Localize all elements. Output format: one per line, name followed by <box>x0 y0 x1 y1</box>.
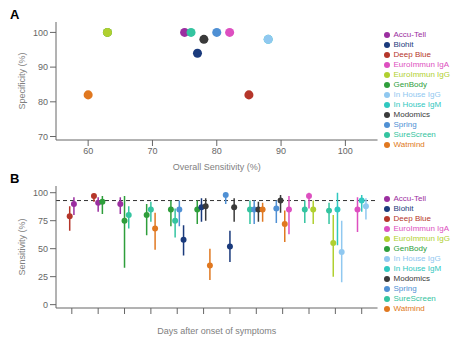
svg-text:0: 0 <box>43 300 48 310</box>
svg-text:70: 70 <box>38 132 48 142</box>
html-text:In House IgG: In House IgG <box>393 90 441 99</box>
html-text:Biohit: Biohit <box>393 40 414 49</box>
html-text:A: A <box>10 7 20 22</box>
html-text:SureScreen: SureScreen <box>393 130 436 139</box>
html-text:EuroImmun IgA: EuroImmun IgA <box>393 60 450 69</box>
html-text:B: B <box>10 171 20 186</box>
html-text:Spring: Spring <box>393 120 417 129</box>
html-text:EuroImmun IgG: EuroImmun IgG <box>393 234 450 243</box>
html-text:GenBody: GenBody <box>393 244 427 253</box>
svg-text:90: 90 <box>276 146 286 156</box>
html-text:Biohit: Biohit <box>393 204 414 213</box>
html-text:Accu-Tell: Accu-Tell <box>393 30 426 39</box>
svg-text:Overall Sensitivity (%): Overall Sensitivity (%) <box>173 162 261 172</box>
svg-text:75: 75 <box>38 216 48 226</box>
html-text:Modomics: Modomics <box>393 110 430 119</box>
html-text:In House IgG: In House IgG <box>393 254 441 263</box>
svg-text:Days after onset of symptoms: Days after onset of symptoms <box>157 326 277 336</box>
svg-text:100: 100 <box>33 188 48 198</box>
svg-text:70: 70 <box>147 146 157 156</box>
svg-text:50: 50 <box>38 244 48 254</box>
svg-text:Specificity (%): Specificity (%) <box>17 52 27 109</box>
html-text:GenBody: GenBody <box>393 80 427 89</box>
html-text:Deep Blue: Deep Blue <box>393 214 431 223</box>
svg-text:80: 80 <box>212 146 222 156</box>
html-text:Watmind: Watmind <box>393 140 425 149</box>
html-text:Modomics: Modomics <box>393 274 430 283</box>
html-text:Accu-Tell: Accu-Tell <box>393 194 426 203</box>
svg-text:100: 100 <box>33 28 48 38</box>
html-text:In House IgM: In House IgM <box>393 100 442 109</box>
html-text:Spring: Spring <box>393 284 417 293</box>
html-text:Deep Blue: Deep Blue <box>393 50 431 59</box>
svg-text:100: 100 <box>338 146 353 156</box>
svg-text:60: 60 <box>83 146 93 156</box>
svg-text:90: 90 <box>38 62 48 72</box>
html-text:SureScreen: SureScreen <box>393 294 436 303</box>
html-text:In House IgM: In House IgM <box>393 264 442 273</box>
svg-text:80: 80 <box>38 97 48 107</box>
html-text:EuroImmun IgG: EuroImmun IgG <box>393 70 450 79</box>
html-text:EuroImmun IgA: EuroImmun IgA <box>393 224 450 233</box>
svg-text:25: 25 <box>38 272 48 282</box>
html-text:Watmind: Watmind <box>393 304 425 313</box>
svg-text:Sensitivity (%): Sensitivity (%) <box>17 218 27 275</box>
